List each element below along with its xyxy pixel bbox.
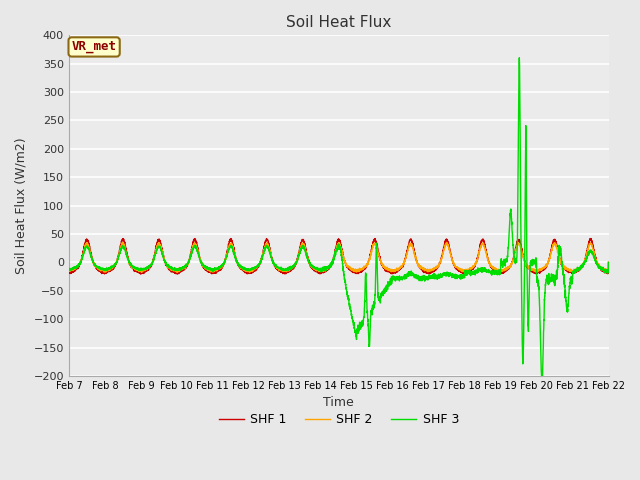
SHF 2 <box>319 268 326 274</box>
SHF 1 <box>605 260 612 265</box>
SHF 3 <box>162 261 170 267</box>
Title: Soil Heat Flux: Soil Heat Flux <box>286 15 392 30</box>
SHF 3 <box>538 373 545 379</box>
SHF 2 <box>443 240 451 245</box>
SHF 1 <box>494 271 502 277</box>
SHF 2 <box>460 269 467 275</box>
SHF 3 <box>490 269 498 275</box>
Line: SHF 3: SHF 3 <box>69 58 609 376</box>
SHF 3 <box>605 260 612 265</box>
SHF 2 <box>604 268 612 274</box>
SHF 3 <box>604 270 612 276</box>
X-axis label: Time: Time <box>323 396 354 409</box>
SHF 1 <box>429 269 437 275</box>
SHF 3 <box>515 55 523 60</box>
SHF 3 <box>65 267 73 273</box>
SHF 1 <box>604 269 612 275</box>
SHF 2 <box>429 266 437 272</box>
SHF 3 <box>319 268 326 274</box>
Line: SHF 2: SHF 2 <box>69 242 609 272</box>
SHF 2 <box>162 261 170 267</box>
SHF 2 <box>65 268 73 274</box>
SHF 2 <box>605 260 612 265</box>
Text: VR_met: VR_met <box>72 40 116 53</box>
SHF 1 <box>490 266 498 272</box>
SHF 3 <box>460 275 467 280</box>
SHF 1 <box>460 271 467 276</box>
SHF 1 <box>319 269 326 275</box>
SHF 1 <box>162 261 170 266</box>
SHF 1 <box>586 236 594 241</box>
SHF 2 <box>533 269 541 275</box>
Line: SHF 1: SHF 1 <box>69 239 609 274</box>
Y-axis label: Soil Heat Flux (W/m2): Soil Heat Flux (W/m2) <box>15 137 28 274</box>
SHF 1 <box>65 270 73 276</box>
SHF 2 <box>490 266 498 272</box>
Legend: SHF 1, SHF 2, SHF 3: SHF 1, SHF 2, SHF 3 <box>214 408 464 431</box>
SHF 3 <box>429 274 437 280</box>
